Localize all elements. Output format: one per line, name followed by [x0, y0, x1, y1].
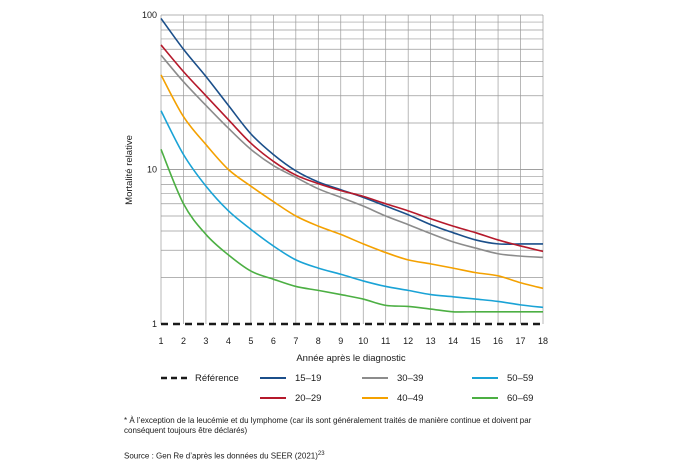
- x-tick-label: 16: [493, 336, 503, 346]
- legend-item-30–39: 30–39: [362, 373, 423, 384]
- legend-label: 40–49: [397, 393, 423, 404]
- legend-item-40–49: 40–49: [362, 393, 423, 404]
- x-axis-ticks: 1 2 3 4 5 6 7 8 9 10 11 12 13 14 15 16 17 18: [158, 336, 548, 346]
- y-tick-label: 10: [147, 165, 157, 175]
- footnote-source: Source : Gen Re d’après les données du S…: [124, 449, 544, 462]
- footnote-note: * À l’exception de la leucémie et du lym…: [124, 416, 532, 435]
- x-tick-label: 14: [448, 336, 458, 346]
- series-line-50–59: [160, 110, 544, 309]
- x-tick-label: 10: [358, 336, 368, 346]
- x-tick-label: 1: [158, 336, 163, 346]
- legend-item-50–59: 50–59: [472, 373, 533, 384]
- x-tick-label: 15: [471, 336, 481, 346]
- series-line-15–19: [160, 17, 543, 245]
- legend-label: 15–19: [295, 373, 321, 384]
- legend-item-20–29: 20–29: [260, 393, 321, 404]
- x-tick-label: 17: [516, 336, 526, 346]
- chart-grid: [160, 14, 544, 324]
- series-line-30–39: [160, 54, 544, 259]
- legend-label: 50–59: [507, 373, 533, 384]
- x-tick-label: 11: [381, 336, 390, 346]
- x-tick-label: 9: [338, 336, 343, 346]
- y-axis-label: Mortalité relative: [124, 135, 135, 205]
- x-tick-label: 5: [248, 336, 253, 346]
- x-tick-label: 13: [426, 336, 436, 346]
- x-tick-label: 4: [226, 336, 231, 346]
- y-tick-label: 1: [152, 319, 157, 329]
- legend-label: 30–39: [397, 373, 423, 384]
- x-tick-label: 18: [538, 336, 548, 346]
- series-line-20–29: [160, 44, 544, 253]
- x-tick-label: 12: [403, 336, 413, 346]
- x-tick-label: 3: [203, 336, 208, 346]
- chart-series-group: [160, 17, 544, 313]
- legend-label: Référence: [195, 373, 239, 384]
- legend-label: 60–69: [507, 393, 533, 404]
- legend-item-15–19: 15–19: [260, 373, 321, 384]
- legend-item-60–69: 60–69: [472, 393, 533, 404]
- legend-label: 20–29: [295, 393, 321, 404]
- y-axis-ticks: 1 10 100: [142, 10, 157, 329]
- x-tick-label: 2: [181, 336, 186, 346]
- source-text: Source : Gen Re d’après les données du S…: [124, 451, 318, 461]
- series-line-60–69: [160, 149, 543, 313]
- chart-legend: Référence 15–19 20–29 30–39 40–49 50–59 60–69: [161, 373, 533, 404]
- x-tick-label: 8: [316, 336, 321, 346]
- x-tick-label: 6: [271, 336, 276, 346]
- x-axis-label: Année après le diagnostic: [296, 353, 406, 364]
- y-tick-label: 100: [142, 10, 157, 20]
- source-reference: 23: [317, 451, 325, 457]
- series-line-40–49: [160, 74, 544, 290]
- legend-item-reference: Référence: [161, 373, 239, 384]
- x-tick-label: 7: [293, 336, 298, 346]
